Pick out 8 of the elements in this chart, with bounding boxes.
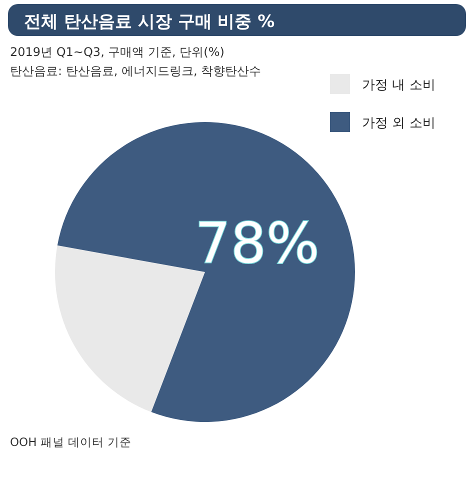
pie-slice <box>57 122 355 422</box>
legend-label: 가정 외 소비 <box>362 116 436 131</box>
chart-subtitle: 2019년 Q1~Q3, 구매액 기준, 단위(%) <box>10 45 224 59</box>
chart-title: 전체 탄산음료 시장 구매 비중 % <box>24 12 275 32</box>
text: 탄산음료: 탄산음료, 에너지드링크, 착향탄산수 <box>10 64 262 78</box>
text: OOH 패널 데이터 기준 <box>10 435 132 449</box>
data-label: 78% <box>195 212 320 277</box>
legend-label: 가정 내 소비 <box>362 78 436 93</box>
